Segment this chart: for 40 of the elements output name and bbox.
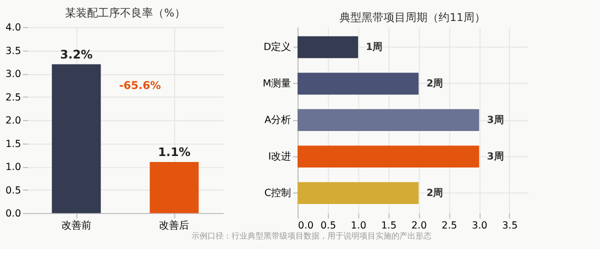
y-tick-label: I改进 (268, 150, 292, 162)
data-label: 1周 (366, 41, 383, 54)
text: 示例口径：行业典型黑带级项目数据，用于说明项目实施的产出形态 (191, 232, 432, 241)
data-label: 2周 (426, 78, 444, 90)
x-tick-label: 改善后 (159, 219, 190, 232)
bar (298, 182, 419, 204)
y-tick-label: 4.0 (6, 22, 22, 34)
y-tick-label: 1.5 (6, 138, 22, 150)
bar (298, 36, 358, 58)
y-tick-label: 0.0 (6, 208, 22, 220)
y-tick-label: D定义 (264, 41, 292, 54)
data-label: 1.1% (158, 145, 191, 160)
y-tick-label: 0.5 (6, 185, 22, 196)
y-tick-label: C控制 (264, 186, 292, 199)
x-tick-label: 改善前 (61, 219, 92, 232)
data-label: 3周 (486, 114, 504, 126)
x-tick-label: 0.0 (298, 220, 314, 232)
x-tick-label: 3.5 (502, 220, 518, 232)
x-tick-label: 1.5 (381, 220, 397, 232)
bar (298, 146, 480, 168)
bar (298, 109, 480, 132)
bar (298, 72, 419, 95)
x-tick-label: 3.0 (472, 220, 488, 232)
y-tick-label: 1.0 (6, 162, 22, 174)
chart-title: 典型黑带项目周期（约11周） (340, 11, 486, 24)
x-tick-label: 2.5 (442, 220, 458, 232)
x-tick-label: 1.0 (350, 220, 366, 232)
y-tick-label: 2.0 (6, 116, 22, 127)
data-label: 3周 (486, 150, 504, 162)
y-tick-label: M测量 (262, 78, 292, 90)
x-tick-label: 0.5 (320, 220, 336, 232)
data-label: 3.2% (60, 47, 93, 62)
y-tick-label: 3.5 (6, 46, 22, 57)
y-tick-label: 3.0 (6, 69, 22, 80)
data-label: 2周 (426, 186, 444, 199)
chart-title: 某装配工序不良率（%） (65, 6, 186, 20)
annotation: -65.6% (119, 78, 162, 92)
y-tick-label: A分析 (264, 114, 292, 126)
x-tick-label: 2.0 (411, 220, 427, 232)
y-tick-label: 2.5 (6, 92, 22, 104)
